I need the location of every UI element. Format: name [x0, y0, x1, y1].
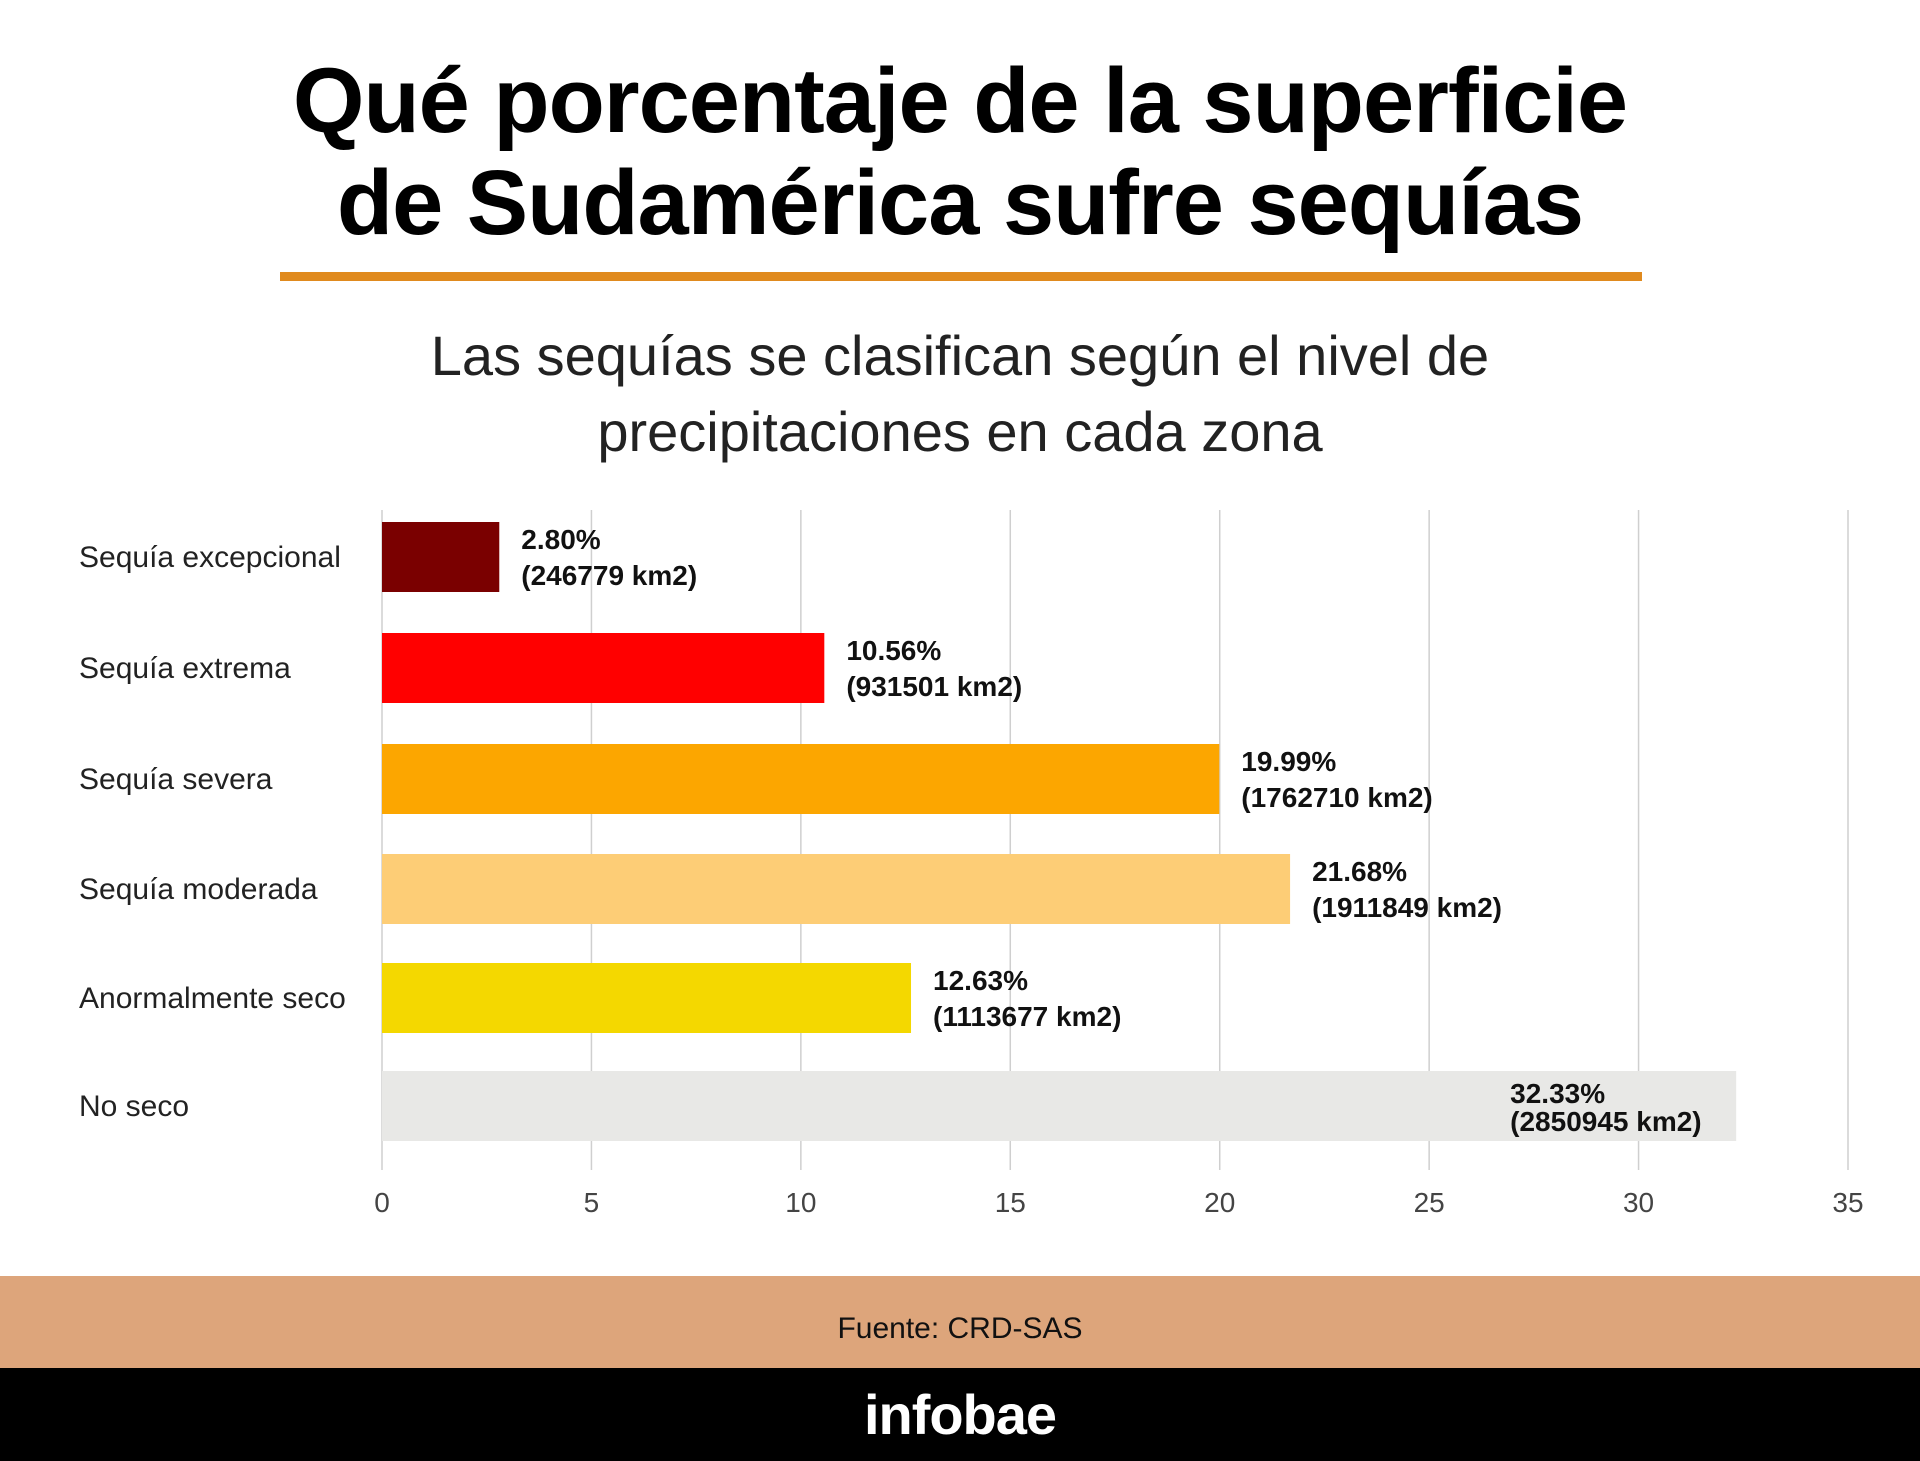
x-tick-label: 10: [785, 1187, 816, 1218]
data-label-area: (1762710 km2): [1241, 782, 1432, 813]
data-label-percent: 10.56%: [846, 635, 941, 666]
data-label-area: (246779 km2): [521, 560, 697, 591]
data-label-percent: 21.68%: [1312, 856, 1407, 887]
data-label-percent: 19.99%: [1241, 746, 1336, 777]
bar: [382, 854, 1291, 924]
data-label-area: (931501 km2): [846, 671, 1022, 702]
title-line-2: de Sudamérica sufre sequías: [336, 152, 1584, 254]
category-label: Anormalmente seco: [79, 982, 346, 1015]
x-tick-label: 5: [584, 1187, 600, 1218]
data-label-percent: 12.63%: [933, 965, 1028, 996]
x-tick-label: 0: [374, 1187, 390, 1218]
bar: [382, 522, 500, 592]
bar-chart: 0 5 10 15 20 25 30 35 Sequía excepcional 2.80% (24…: [79, 510, 1864, 1218]
title-divider: [280, 272, 1642, 281]
subtitle: Las sequías se clasifican según el nivel…: [0, 318, 1920, 470]
bar: [382, 1071, 1737, 1141]
category-label: Sequía excepcional: [79, 541, 341, 574]
data-label-area: (1911849 km2): [1312, 892, 1502, 923]
bar: [382, 744, 1220, 814]
subtitle-line-1: Las sequías se clasifican según el nivel…: [430, 324, 1490, 387]
category-label: Sequía extrema: [79, 652, 291, 685]
data-label-area: (1113677 km2): [933, 1001, 1121, 1032]
source-band: Fuente: CRD-SAS: [0, 1276, 1920, 1368]
bar: [382, 633, 825, 703]
subtitle-line-2: precipitaciones en cada zona: [597, 400, 1323, 463]
data-label-area: (2850945 km2): [1510, 1106, 1701, 1137]
x-tick-label: 30: [1623, 1187, 1654, 1218]
category-label: Sequía moderada: [79, 873, 318, 906]
source-text: Fuente: CRD-SAS: [837, 1312, 1083, 1345]
category-label: Sequía severa: [79, 763, 273, 796]
brand-logo: infobae: [863, 1383, 1057, 1446]
x-tick-label: 15: [995, 1187, 1026, 1218]
x-tick-label: 35: [1832, 1187, 1863, 1218]
x-tick-label: 20: [1204, 1187, 1235, 1218]
data-label-percent: 32.33%: [1510, 1078, 1605, 1109]
title-line-1: Qué porcentaje de la superficie: [292, 50, 1628, 152]
category-label: No seco: [79, 1090, 189, 1123]
x-tick-label: 25: [1414, 1187, 1445, 1218]
page-title: Qué porcentaje de la superficie de Sudam…: [0, 50, 1920, 254]
data-label-percent: 2.80%: [521, 524, 600, 555]
bar: [382, 963, 912, 1033]
brand-band: infobae: [0, 1368, 1920, 1461]
